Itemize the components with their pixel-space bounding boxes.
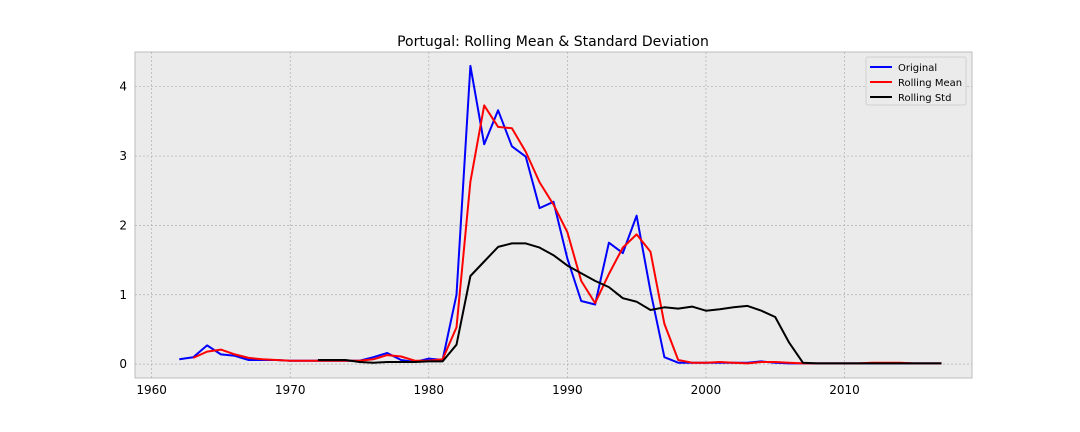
legend-box [865, 56, 967, 106]
y-tick-label: 4 [119, 80, 127, 94]
x-tick-label: 1990 [552, 383, 583, 397]
legend-label: Original [898, 63, 937, 74]
y-tick-label: 3 [119, 149, 127, 163]
series-line-rolling-std [317, 242, 942, 365]
plot-area [134, 51, 973, 379]
legend-label: Rolling Mean [898, 78, 962, 89]
legend: Original Rolling Mean Rolling Std [865, 56, 967, 106]
chart-title: Portugal: Rolling Mean & Standard Deviat… [397, 34, 709, 50]
series-layer [179, 64, 942, 365]
y-tick-label: 2 [119, 218, 127, 232]
x-axis: 1960 1970 1980 1990 2000 2010 [136, 383, 859, 397]
y-tick-label: 0 [119, 357, 127, 371]
legend-label: Rolling Std [898, 93, 951, 104]
y-axis: 0 1 2 3 4 [119, 80, 127, 371]
x-tick-label: 1960 [136, 383, 167, 397]
y-tick-label: 1 [119, 288, 127, 302]
x-tick-label: 2000 [691, 383, 722, 397]
x-tick-label: 1970 [275, 383, 306, 397]
x-tick-label: 1980 [414, 383, 445, 397]
x-tick-label: 2010 [829, 383, 860, 397]
